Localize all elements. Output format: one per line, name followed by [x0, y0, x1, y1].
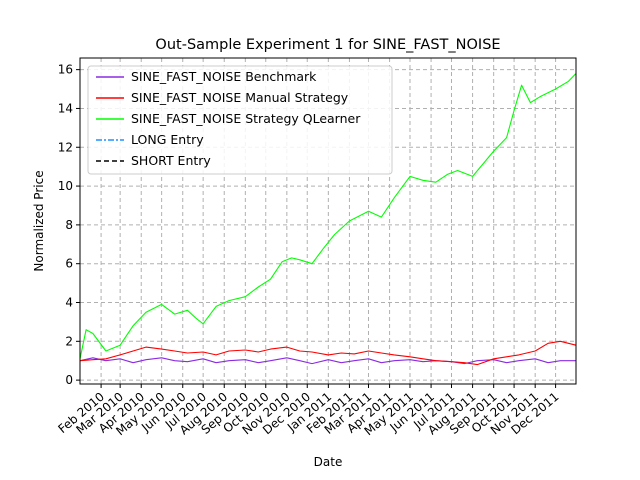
y-axis-label: Normalized Price	[32, 170, 46, 271]
y-tick-label: 4	[65, 296, 73, 310]
y-tick-label: 6	[65, 257, 73, 271]
y-tick-label: 8	[65, 218, 73, 232]
series-line-0	[79, 357, 576, 365]
legend-label-1: SINE_FAST_NOISE Manual Strategy	[131, 90, 349, 105]
x-axis-label: Date	[314, 455, 343, 469]
legend-label-0: SINE_FAST_NOISE Benchmark	[131, 69, 317, 84]
legend-label-2: SINE_FAST_NOISE Strategy QLearner	[131, 111, 361, 126]
y-tick-label: 0	[65, 373, 73, 387]
y-tick-label: 16	[58, 63, 73, 77]
y-tick-label: 10	[58, 179, 73, 193]
y-tick-label: 12	[58, 140, 73, 154]
legend-box	[87, 65, 393, 175]
plot-lines	[79, 73, 577, 366]
legend-label-4: SHORT Entry	[131, 153, 211, 168]
chart-title: Out-Sample Experiment 1 for SINE_FAST_NO…	[155, 37, 500, 53]
series-line-2	[79, 73, 577, 359]
legend-label-3: LONG Entry	[131, 132, 204, 147]
plot-frame	[79, 57, 577, 385]
legend: SINE_FAST_NOISE Benchmark SINE_FAST_NOISE…	[87, 65, 393, 175]
series-line-1	[79, 340, 577, 366]
y-tick-label: 14	[58, 101, 73, 115]
y-tick-label: 2	[65, 334, 73, 348]
